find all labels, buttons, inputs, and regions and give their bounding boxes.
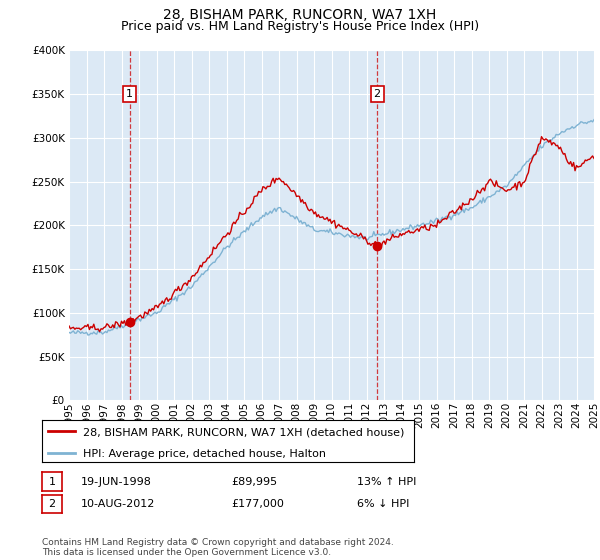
Text: 1: 1 — [126, 89, 133, 99]
Text: 2: 2 — [374, 89, 381, 99]
Text: HPI: Average price, detached house, Halton: HPI: Average price, detached house, Halt… — [83, 449, 326, 459]
Text: 1: 1 — [49, 477, 55, 487]
Text: 6% ↓ HPI: 6% ↓ HPI — [357, 499, 409, 509]
Text: £177,000: £177,000 — [231, 499, 284, 509]
Text: £89,995: £89,995 — [231, 477, 277, 487]
Text: 19-JUN-1998: 19-JUN-1998 — [81, 477, 152, 487]
Text: 10-AUG-2012: 10-AUG-2012 — [81, 499, 155, 509]
Text: Contains HM Land Registry data © Crown copyright and database right 2024.
This d: Contains HM Land Registry data © Crown c… — [42, 538, 394, 557]
Text: 28, BISHAM PARK, RUNCORN, WA7 1XH (detached house): 28, BISHAM PARK, RUNCORN, WA7 1XH (detac… — [83, 428, 404, 437]
Text: 13% ↑ HPI: 13% ↑ HPI — [357, 477, 416, 487]
Text: Price paid vs. HM Land Registry's House Price Index (HPI): Price paid vs. HM Land Registry's House … — [121, 20, 479, 32]
Text: 28, BISHAM PARK, RUNCORN, WA7 1XH: 28, BISHAM PARK, RUNCORN, WA7 1XH — [163, 8, 437, 22]
Text: 2: 2 — [49, 499, 55, 509]
